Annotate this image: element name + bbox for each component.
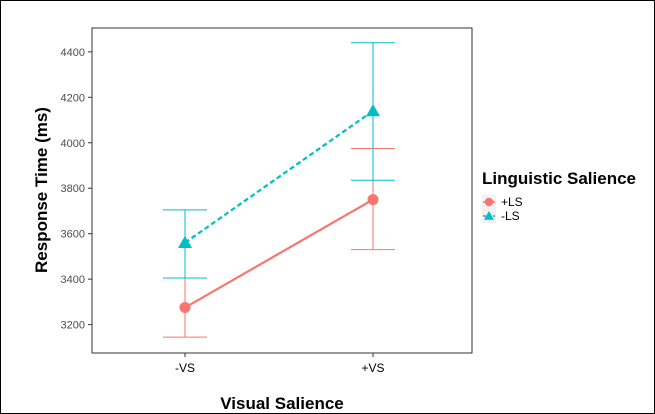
- series-line: [184, 198, 374, 309]
- series-layer: [163, 42, 395, 338]
- y-tick-label: 3200: [61, 320, 85, 332]
- legend-items: +LS-LS: [482, 195, 523, 223]
- x-axis-title: Visual Salience: [220, 394, 343, 413]
- x-tick-label: -VS: [175, 361, 195, 375]
- legend: Linguistic Salience +LS-LS: [482, 169, 636, 223]
- x-tick-label: +VS: [361, 361, 384, 375]
- legend-key-marker: [484, 211, 494, 220]
- y-tick-label: 4200: [61, 92, 85, 104]
- legend-title: Linguistic Salience: [482, 169, 636, 188]
- plot-panel: [91, 27, 473, 354]
- legend-item: +LS: [482, 195, 523, 209]
- point-marker: [179, 302, 191, 314]
- y-tick-label: 4000: [61, 138, 85, 150]
- legend-label: -LS: [501, 209, 520, 223]
- x-axis: -VS +VS: [175, 353, 385, 375]
- point-marker: [367, 194, 379, 206]
- legend-label: +LS: [501, 195, 523, 209]
- y-tick-label: 3800: [61, 183, 85, 195]
- y-tick-label: 3400: [61, 274, 85, 286]
- legend-key-marker: [484, 197, 494, 207]
- point-marker: [366, 103, 380, 117]
- series-minus-ls: [163, 42, 395, 279]
- y-tick-label: 4400: [61, 47, 85, 59]
- legend-item: -LS: [482, 209, 520, 223]
- y-tick-label: 3600: [61, 229, 85, 241]
- point-marker: [178, 235, 192, 249]
- series-line: [184, 110, 374, 244]
- y-axis-title: Response Time (ms): [32, 107, 51, 273]
- y-axis: 3200 3400 3600 3800 4000 4200 4400: [61, 47, 92, 332]
